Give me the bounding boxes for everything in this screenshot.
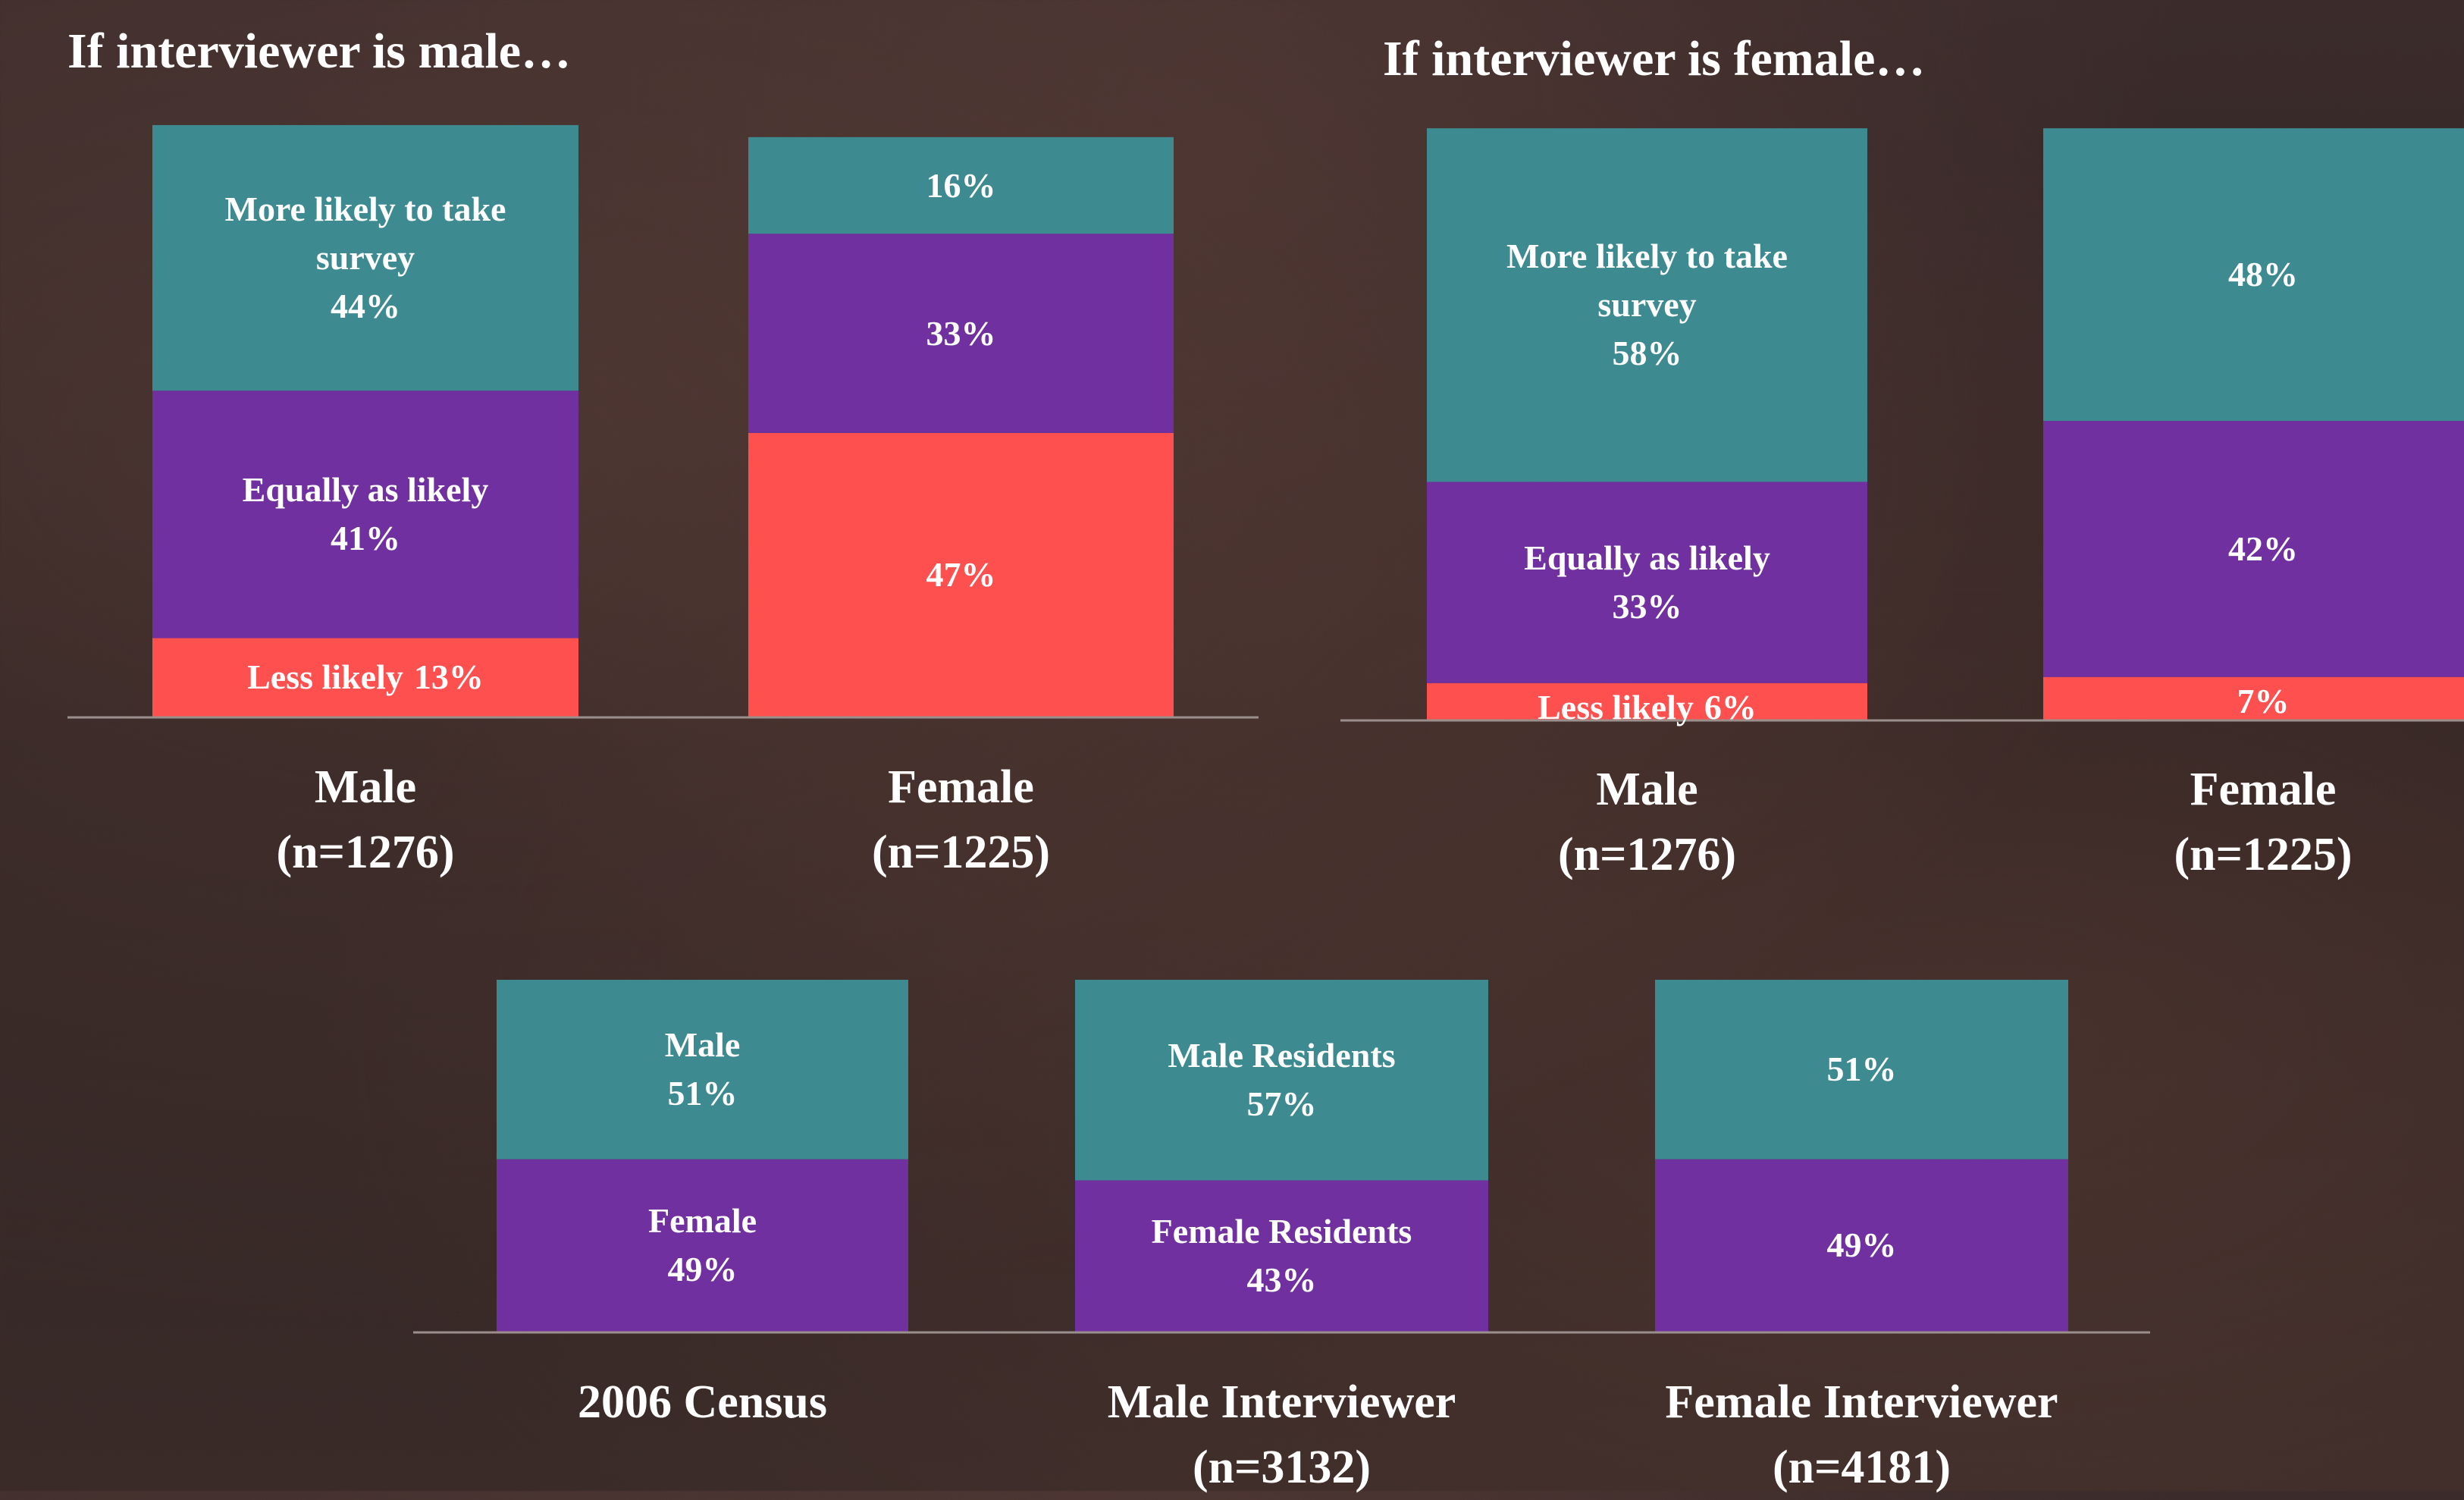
value-label: 33% (1613, 582, 1682, 631)
x-tick-label: Female Interviewer (n=4181) (1503, 1370, 2220, 1500)
x-tick-label: Female (n=1225) (597, 755, 1325, 885)
chart-title: If interviewer is male… (67, 23, 571, 80)
segment-label: 49% (1665, 1160, 2059, 1332)
segment-name: Male (665, 1021, 741, 1069)
x-tick-label: Female (n=1225) (1892, 757, 2464, 887)
value-label: 49% (668, 1245, 738, 1294)
segment-name: Female (648, 1197, 757, 1245)
segment-name: Male Residents (1168, 1031, 1395, 1080)
value-label: 48% (2228, 250, 2298, 299)
value-label: 57% (1247, 1080, 1317, 1128)
segment-name: Less likely (247, 653, 403, 701)
segment-label: 47% (798, 433, 1124, 717)
segment-label: 51% (1665, 980, 2059, 1160)
segment-name: Less likely (1538, 683, 1694, 732)
segment-label: 48% (2119, 128, 2407, 421)
page: {"chart_data": [ {"type": "stacked_bar",… (0, 0, 2464, 1491)
value-label: 44% (331, 282, 400, 331)
segment-name: Equally as likely (1524, 534, 1770, 582)
segment-name: Female Residents (1152, 1207, 1412, 1256)
segment-name: Equally as likely (243, 466, 489, 514)
value-label: 51% (1827, 1045, 1897, 1094)
segment-label: 16% (798, 137, 1124, 234)
value-label: 7% (2237, 677, 2290, 726)
value-label: 16% (926, 162, 996, 210)
chart-title: If interviewer is female… (1383, 30, 1925, 88)
value-label: 43% (1247, 1256, 1317, 1304)
segment-label: 7% (2119, 677, 2407, 720)
value-label: 33% (926, 309, 996, 358)
value-label: 41% (331, 514, 400, 563)
segment-label: 42% (2119, 421, 2407, 677)
segment-name: More likely to take survey (1503, 232, 1792, 329)
segment-name: More likely to take survey (202, 185, 528, 282)
value-label: 49% (1827, 1221, 1897, 1269)
value-label: 51% (668, 1069, 738, 1118)
value-label: 6% (1704, 683, 1757, 732)
value-label: 13% (414, 653, 484, 701)
value-label: 47% (926, 551, 996, 599)
value-label: 42% (2228, 525, 2298, 573)
segment-label: 33% (798, 234, 1124, 433)
value-label: 58% (1613, 329, 1682, 378)
